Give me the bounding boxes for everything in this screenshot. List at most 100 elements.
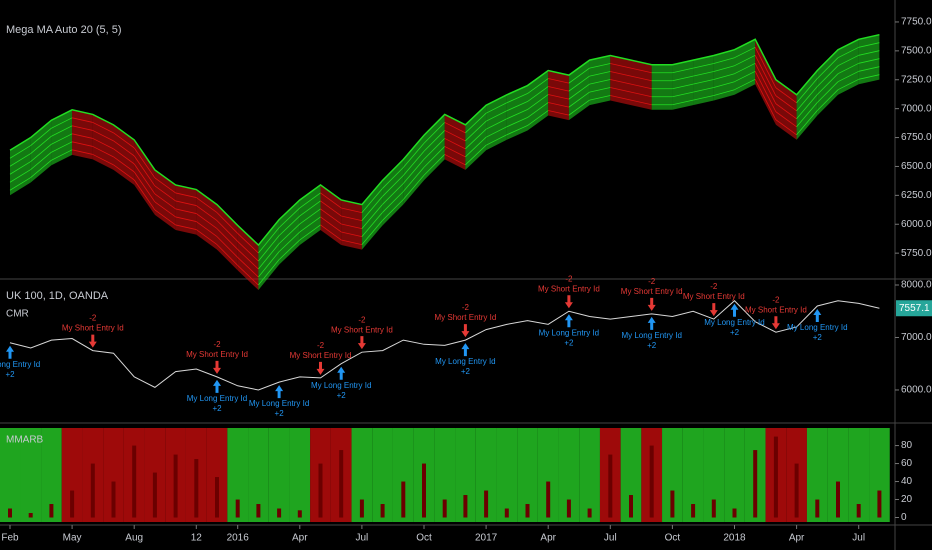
ma-strand (568, 99, 590, 116)
pane-subtitle: CMR (6, 309, 29, 320)
bar (28, 513, 33, 518)
bar (504, 508, 509, 518)
signal-label: My Long Entry Id (704, 318, 764, 327)
bar (359, 499, 364, 518)
ma-ribbon (361, 180, 383, 250)
bar (608, 454, 613, 518)
regime-band (662, 428, 683, 522)
bar (215, 477, 219, 518)
ma-strand (837, 46, 859, 59)
regime-band (558, 428, 580, 522)
ma-strand (775, 119, 797, 136)
ma-strand (837, 70, 859, 83)
signal-label: My Long Entry Id (621, 331, 681, 340)
ma-strand (402, 150, 425, 176)
x-tick-label: Oct (665, 533, 681, 544)
signal-arrow (813, 308, 822, 322)
y-tick-label: 6500.0 (901, 161, 932, 172)
ma-ribbon (858, 34, 880, 85)
signal-qty: +2 (564, 338, 574, 347)
ma-strand (361, 212, 383, 237)
ma-strand (527, 78, 549, 94)
price-line (9, 300, 880, 391)
ma-ribbon (258, 219, 280, 291)
ma-strand (196, 229, 218, 245)
regime-band (103, 428, 124, 522)
ma-ribbon (51, 109, 73, 166)
ma-ribbon (651, 64, 673, 110)
ma-strand (465, 144, 487, 166)
ma-strand (51, 133, 73, 145)
ma-strand (196, 213, 218, 229)
regime-band (434, 428, 456, 522)
ma-strand (506, 101, 528, 112)
bar (256, 504, 261, 518)
regime-band (869, 428, 890, 522)
ma-ribbon (134, 139, 155, 215)
regime-band (20, 428, 42, 522)
signal-arrow (461, 324, 470, 338)
y-tick-label: 40 (901, 476, 913, 487)
ma-strand (175, 216, 197, 222)
ma-strand (423, 138, 445, 160)
ma-strand (196, 221, 218, 237)
ma-strand (9, 177, 31, 191)
x-tick-label: Jul (604, 533, 617, 544)
ma-strand (361, 204, 383, 229)
ma-strand (113, 132, 135, 149)
ma-strand (237, 257, 259, 278)
bar (877, 490, 882, 518)
ma-strand (278, 207, 301, 228)
ma-strand (734, 54, 756, 67)
signal-label: My Short Entry Id (538, 284, 600, 293)
signal-qty: +2 (337, 391, 347, 400)
ma-strand (775, 103, 797, 120)
ma-strand (548, 94, 569, 100)
ma-ribbon (568, 60, 590, 121)
ma-strand (320, 192, 342, 209)
ma-strand (796, 110, 818, 136)
ma-ribbon (610, 55, 631, 106)
ma-ribbon (30, 120, 52, 183)
bar (442, 499, 447, 518)
signal-arrow (461, 343, 470, 357)
regime-band (61, 428, 83, 522)
ma-strand (320, 208, 342, 225)
regime-band (827, 428, 849, 522)
ma-strand (9, 153, 31, 167)
ma-strand (485, 134, 507, 146)
signal-qty: -2 (213, 340, 221, 349)
x-tick-label: 2016 (227, 533, 250, 544)
regime-band (289, 428, 311, 522)
ma-ribbon (175, 184, 197, 235)
ma-strand (9, 169, 31, 183)
ma-strand (402, 142, 425, 168)
ma-strand (9, 161, 31, 175)
ma-strand (444, 130, 466, 142)
ma-strand (796, 102, 818, 128)
ma-strand (51, 141, 73, 153)
ma-strand (754, 47, 777, 88)
ma-strand (113, 140, 135, 157)
ma-strand (133, 147, 156, 179)
signal-label: My Short Entry Id (186, 350, 248, 359)
x-tick-label: Feb (1, 533, 19, 544)
ma-strand (216, 244, 238, 266)
regime-band (537, 428, 559, 522)
bar (815, 499, 820, 518)
ma-strand (858, 58, 880, 64)
ma-strand (693, 71, 714, 77)
ma-strand (693, 63, 714, 69)
ma-strand (527, 94, 549, 110)
ma-strand (506, 109, 528, 120)
ma-strand (672, 91, 694, 98)
regime-band (455, 428, 476, 522)
ma-strand (465, 136, 487, 158)
ma-strand (175, 200, 197, 206)
ma-strand (113, 164, 135, 181)
y-tick-label: 6000.0 (901, 219, 932, 230)
ma-strand (423, 154, 445, 176)
ma-strand (754, 71, 777, 112)
regime-band (579, 428, 600, 522)
ma-ribbon (154, 169, 176, 230)
